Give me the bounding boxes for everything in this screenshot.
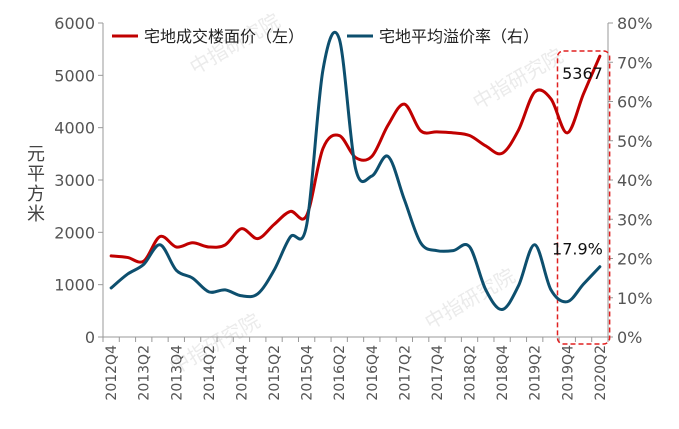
x-tick-label: 2017Q4 [430,345,446,401]
x-tick-label: 2014Q4 [234,345,250,401]
legend-label: 宅地平均溢价率（右） [379,27,539,46]
y-axis-label-char: 米 [27,204,45,225]
y-right-tick-label: 60% [617,93,653,112]
y-left-tick-label: 5000 [54,66,95,85]
x-tick-label: 2019Q4 [560,345,576,401]
y-right-tick-label: 20% [617,250,653,269]
y-right-tick-label: 0% [617,328,642,347]
y-left-tick-label: 3000 [54,171,95,190]
x-tick-label: 2017Q2 [397,345,413,401]
x-tick-label: 2013Q2 [137,345,153,401]
x-tick-label: 2016Q2 [332,345,348,401]
series-line-1 [109,54,602,264]
x-tick-label: 2020Q2 [593,345,609,401]
annotation-layer: 5367 17.9% [552,64,603,259]
x-tick-label: 2013Q4 [169,345,185,401]
watermark-text: 中指研究院 [421,264,520,335]
ticks-layer: 0 1000 2000 3000 4000 5000 6000 0% 10% 20% 30% 40% 5… [54,14,652,401]
x-tick-label: 2014Q2 [202,345,218,401]
y-right-tick-label: 30% [617,210,653,229]
y-left-tick-label: 1000 [54,276,95,295]
highlight-box [556,50,611,345]
x-tick-label: 2018Q2 [463,345,479,401]
y-axis-label-char: 平 [27,164,45,185]
watermark-layer: 中指研究院 中指研究院 中指研究院 中指研究院 [166,9,568,380]
data-label: 17.9% [552,240,603,259]
y-left-tick-label: 2000 [54,223,95,242]
x-tick-label: 2016Q4 [365,345,381,401]
legend: 宅地成交楼面价（左） 宅地平均溢价率（右） [112,27,539,46]
x-tick-label: 2012Q4 [104,345,120,401]
x-tick-label: 2019Q2 [528,345,544,401]
highlight-layer [556,50,611,345]
y-right-tick-label: 80% [617,14,653,33]
y-axis-label-char: 方 [27,184,45,205]
x-tick-label: 2015Q4 [300,345,316,401]
y-left-tick-label: 0 [85,328,95,347]
y-left-tick-label: 4000 [54,119,95,138]
y-left-tick-label: 6000 [54,14,95,33]
legend-label: 宅地成交楼面价（左） [144,27,304,46]
y-right-tick-label: 50% [617,132,653,151]
y-right-tick-label: 40% [617,171,653,190]
y-axis-label-char: 元 [27,144,45,165]
series-layer [109,30,602,312]
x-tick-label: 2015Q2 [267,345,283,401]
y-right-tick-label: 10% [617,289,653,308]
data-label: 5367 [562,64,603,83]
y-right-tick-label: 70% [617,53,653,72]
x-tick-label: 2018Q4 [495,345,511,401]
series-line-2 [109,30,602,312]
